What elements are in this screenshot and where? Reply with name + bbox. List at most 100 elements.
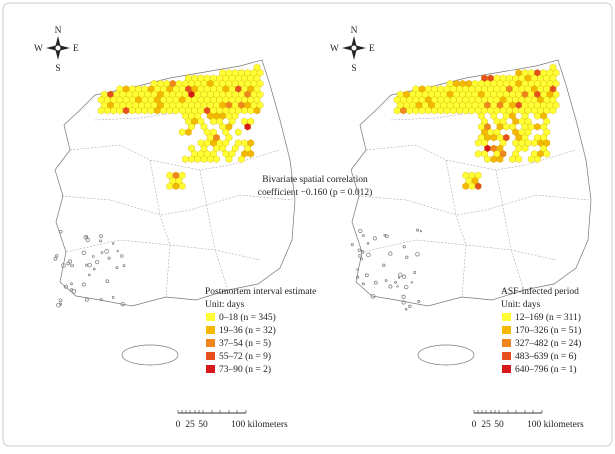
hex-cell <box>238 155 245 163</box>
legend-label: 170–326 (n = 51) <box>515 325 581 336</box>
islet <box>373 280 378 285</box>
hex-cell <box>178 182 186 190</box>
legend-title: ASF-infected period <box>501 286 579 297</box>
map: N S W E Postmortem interval estimate Unit: da… <box>34 26 316 430</box>
islet <box>397 276 401 279</box>
hex-cell <box>534 155 541 163</box>
legend-swatch <box>206 313 215 321</box>
islet <box>396 285 399 288</box>
legend-swatch <box>206 326 215 334</box>
islet <box>384 279 388 282</box>
islet <box>58 298 63 303</box>
compass-e: E <box>369 44 375 54</box>
islet <box>71 289 77 294</box>
compass-n: N <box>55 26 62 36</box>
compass-e: E <box>73 44 79 54</box>
legend-label: 327–482 (n = 24) <box>515 338 581 349</box>
islet <box>111 242 115 245</box>
islet <box>413 271 417 274</box>
compass-s: S <box>55 64 60 74</box>
islet <box>70 263 74 268</box>
islet <box>405 255 409 259</box>
hex-cell <box>213 155 220 163</box>
islet <box>122 264 126 268</box>
islet <box>83 234 89 240</box>
islet <box>111 296 115 299</box>
hex-cell <box>521 144 529 153</box>
legend-unit: Unit: days <box>501 300 541 310</box>
islet <box>362 234 365 237</box>
islet <box>408 304 412 308</box>
map: N S W E ASF-infected period Unit: days 12–169 … <box>330 26 592 430</box>
islet <box>358 228 363 234</box>
islet <box>105 279 110 284</box>
island-outline <box>417 344 475 366</box>
islet <box>356 268 359 271</box>
legend-swatch <box>502 365 511 373</box>
scale-label: 50 <box>494 420 504 430</box>
hex-cell <box>225 155 233 163</box>
islet <box>417 300 421 303</box>
islet <box>350 243 354 247</box>
legend-label: 73–90 (n = 2) <box>219 364 271 375</box>
islet <box>92 267 96 271</box>
scale-label: 25 <box>185 420 195 430</box>
legend-unit: Unit: days <box>205 300 245 310</box>
islet <box>59 302 63 306</box>
legend-swatch <box>502 352 511 360</box>
islet <box>99 239 103 243</box>
hex-cell <box>253 106 261 115</box>
legend-swatch <box>502 326 511 334</box>
hex-cell <box>543 150 551 158</box>
islet <box>91 255 95 258</box>
islet <box>358 254 362 258</box>
islet <box>81 282 86 287</box>
legend-label: 55–72 (n = 9) <box>219 351 271 362</box>
islet <box>382 263 386 267</box>
legend-label: 0–18 (n = 345) <box>219 312 276 323</box>
legend-swatch <box>502 313 511 321</box>
islet <box>401 300 406 305</box>
annotation: coefficient −0.160 (p = 0.012) <box>258 187 372 198</box>
islet <box>120 301 125 307</box>
country-outline <box>54 59 296 307</box>
islet <box>63 284 68 289</box>
islet <box>81 250 86 255</box>
islet <box>361 282 365 286</box>
islet <box>402 274 407 279</box>
islet <box>116 249 119 253</box>
legend-swatch <box>206 365 215 373</box>
islet <box>410 281 413 284</box>
islet <box>85 297 89 302</box>
province-line <box>445 159 467 298</box>
islet <box>404 284 409 290</box>
annotation: Bivariate spatial correlation <box>262 175 368 185</box>
compass-w: W <box>34 44 43 54</box>
scale-label: 0 <box>472 420 477 430</box>
islet <box>366 252 371 258</box>
compass-s: S <box>351 64 356 74</box>
legend-label: 483–639 (n = 6) <box>515 351 577 362</box>
islet <box>364 273 369 278</box>
islet <box>356 275 360 279</box>
islet <box>383 234 387 237</box>
islet <box>398 272 403 277</box>
legend-swatch <box>206 339 215 347</box>
province-line <box>495 169 525 291</box>
islet <box>85 263 89 267</box>
frame <box>2 2 613 447</box>
province-line <box>61 194 294 216</box>
islet <box>419 229 423 233</box>
legend-title: Postmortem interval estimate <box>205 287 316 297</box>
province-line <box>357 194 590 216</box>
islet <box>359 257 363 261</box>
hex-cell <box>247 150 255 158</box>
islet <box>120 254 124 258</box>
legend-label: 12–169 (n = 311) <box>515 312 581 323</box>
islet <box>372 236 377 241</box>
islet <box>70 282 73 286</box>
hex-cell <box>235 128 242 136</box>
hex-cell <box>496 155 504 163</box>
scale-label: 100 kilometers <box>231 420 288 430</box>
